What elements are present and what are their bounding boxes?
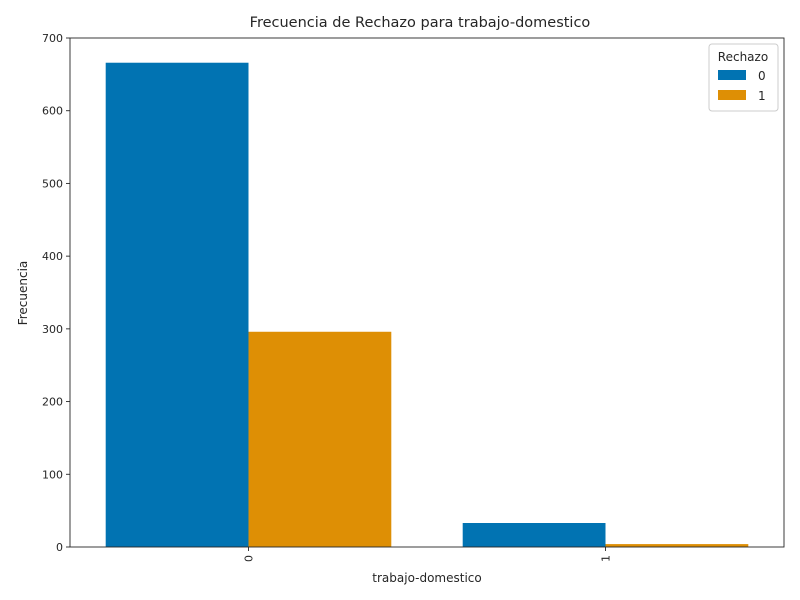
legend-swatch-0 xyxy=(718,70,746,80)
legend-swatch-1 xyxy=(718,90,746,100)
legend-label-1: 1 xyxy=(758,89,766,103)
bar-1-rechazo-0 xyxy=(462,523,606,547)
y-tick-label: 0 xyxy=(56,541,63,554)
bar-0-rechazo-1 xyxy=(248,331,392,547)
chart-title: Frecuencia de Rechazo para trabajo-domes… xyxy=(250,15,591,31)
y-axis-label: Frecuencia xyxy=(16,261,30,326)
legend-label-0: 0 xyxy=(758,69,766,83)
y-tick-label: 300 xyxy=(42,323,63,336)
x-tick-label: 0 xyxy=(243,555,256,562)
x-tick-label: 1 xyxy=(600,555,613,562)
legend-title: Rechazo xyxy=(718,50,768,64)
y-tick-label: 400 xyxy=(42,250,63,263)
y-tick-label: 200 xyxy=(42,396,63,409)
bars-group xyxy=(105,62,749,547)
plot-frame xyxy=(69,37,785,548)
x-axis-label: trabajo-domestico xyxy=(372,571,481,585)
y-tick-label: 700 xyxy=(42,32,63,45)
legend: Rechazo 0 1 xyxy=(708,43,779,112)
y-tick-label: 500 xyxy=(42,177,63,190)
bar-1-rechazo-1 xyxy=(605,544,749,547)
bar-0-rechazo-0 xyxy=(105,62,249,547)
y-tick-label: 600 xyxy=(42,105,63,118)
y-axis-ticks: 0 100 200 300 400 500 600 700 xyxy=(42,32,70,554)
y-tick-label: 100 xyxy=(42,468,63,481)
